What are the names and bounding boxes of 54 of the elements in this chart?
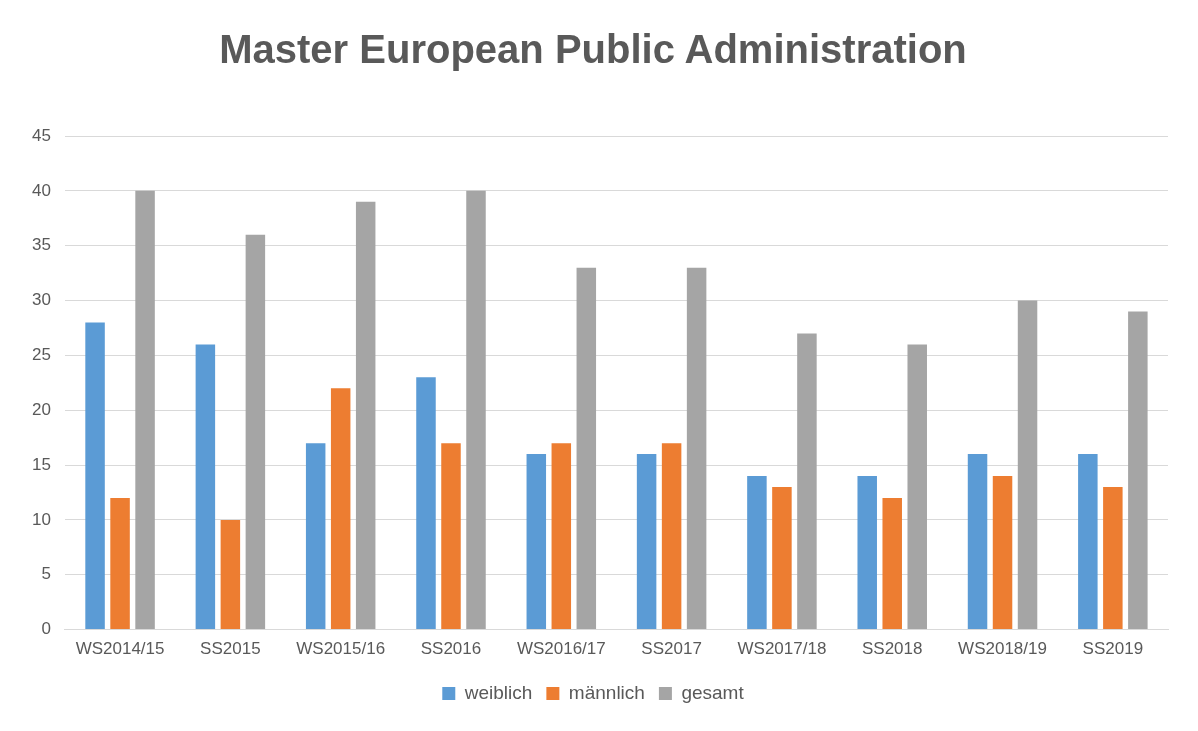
bar <box>135 190 155 630</box>
bar <box>551 443 572 630</box>
y-tick-label: 40 <box>31 180 51 200</box>
bar <box>882 497 902 630</box>
x-tick-label: WS2015/16 <box>296 639 386 659</box>
y-tick-label: 25 <box>31 345 51 365</box>
x-tick-label: SS2019 <box>1082 639 1144 659</box>
bar <box>245 234 266 630</box>
bar <box>220 519 241 630</box>
y-tick-label: 45 <box>31 125 51 145</box>
x-tick-label: WS2016/17 <box>516 639 606 659</box>
bar <box>576 267 597 630</box>
y-tick-label: 15 <box>31 454 51 474</box>
bar <box>967 454 988 630</box>
bar <box>857 476 877 630</box>
x-tick-label: SS2017 <box>641 639 702 659</box>
chart-title: Master European Public Administration <box>219 27 967 72</box>
y-tick-label: 0 <box>41 619 51 639</box>
x-tick-label: SS2016 <box>420 639 482 659</box>
bar <box>907 344 927 630</box>
bar <box>636 454 657 630</box>
x-tick-label: SS2018 <box>861 639 923 659</box>
y-tick-label: 30 <box>31 290 51 310</box>
bar <box>1078 454 1098 630</box>
legend-label: männlich <box>568 681 645 703</box>
y-tick-label: 35 <box>31 235 51 255</box>
y-tick-label: 20 <box>31 399 51 419</box>
y-tick-label: 10 <box>31 509 51 529</box>
bar <box>1017 300 1038 630</box>
x-tick-label: WS2018/19 <box>958 639 1047 659</box>
bar <box>110 497 130 630</box>
legend-label: gesamt <box>681 681 745 703</box>
bar <box>85 322 105 630</box>
x-tick-label: WS2017/18 <box>737 639 827 659</box>
y-tick-label: 5 <box>41 564 51 584</box>
bar <box>797 333 817 630</box>
bar <box>330 388 351 630</box>
bar <box>416 377 436 630</box>
bar <box>466 190 486 630</box>
bar <box>686 267 707 630</box>
bar <box>661 443 682 630</box>
x-tick-label: SS2015 <box>200 639 261 659</box>
bar <box>1103 487 1123 630</box>
bar <box>195 344 216 630</box>
bar <box>747 476 767 630</box>
bar <box>772 487 792 630</box>
bar <box>992 476 1013 630</box>
bar <box>355 201 376 630</box>
bar <box>526 454 547 630</box>
bar <box>1128 311 1148 630</box>
bar <box>441 443 461 630</box>
x-tick-label: WS2014/15 <box>75 639 165 659</box>
bar <box>305 443 326 630</box>
legend-label: weiblich <box>463 681 533 703</box>
